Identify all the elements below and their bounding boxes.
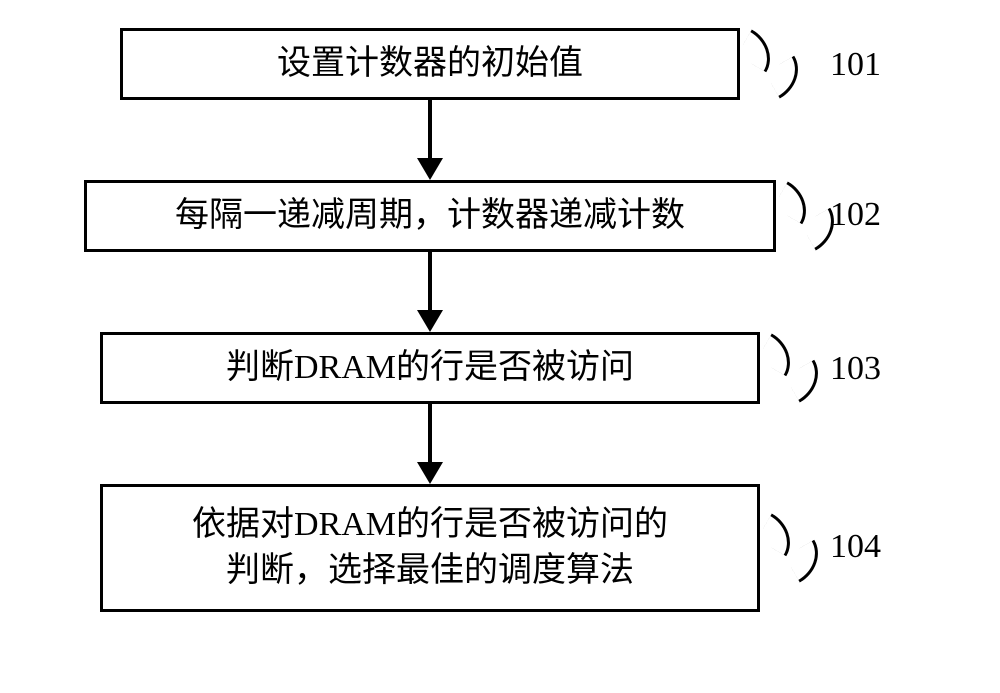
- connector-curve: [785, 539, 830, 582]
- flow-node-text: 依据对DRAM的行是否被访问的 判断，选择最佳的调度算法: [192, 502, 668, 594]
- flow-node-text: 设置计数器的初始值: [277, 41, 583, 87]
- arrow-head-icon: [417, 310, 443, 332]
- flow-node-n2: 每隔一递减周期，计数器递减计数: [84, 180, 776, 252]
- arrow-shaft: [428, 252, 432, 312]
- flow-node-n4: 依据对DRAM的行是否被访问的 判断，选择最佳的调度算法: [100, 484, 760, 612]
- flow-node-n1: 设置计数器的初始值: [120, 28, 740, 100]
- arrow-shaft: [428, 100, 432, 160]
- flow-node-text: 判断DRAM的行是否被访问: [226, 345, 634, 391]
- step-label-101: 101: [830, 46, 881, 84]
- step-label-102: 102: [830, 196, 881, 234]
- connector-curve: [785, 359, 830, 402]
- step-label-103: 103: [830, 350, 881, 388]
- arrow-head-icon: [417, 158, 443, 180]
- arrow-shaft: [428, 404, 432, 464]
- flow-node-n3: 判断DRAM的行是否被访问: [100, 332, 760, 404]
- arrow-head-icon: [417, 462, 443, 484]
- flow-node-text: 每隔一递减周期，计数器递减计数: [175, 193, 685, 239]
- connector-curve: [765, 55, 810, 98]
- flowchart-canvas: 设置计数器的初始值 101 每隔一递减周期，计数器递减计数 102 判断DRAM的行是否…: [0, 0, 1000, 693]
- step-label-104: 104: [830, 528, 881, 566]
